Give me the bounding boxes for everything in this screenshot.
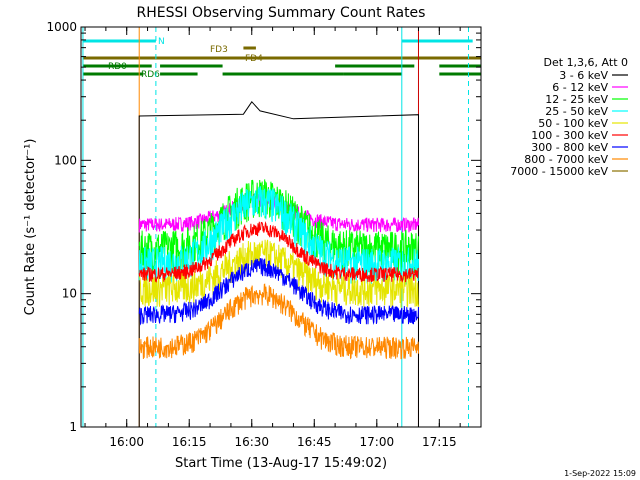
legend-entry: 12 - 25 keV: [545, 93, 608, 106]
annotation-label: RD0: [108, 62, 127, 72]
series-line: [138, 283, 419, 360]
chart-title: RHESSI Observing Summary Count Rates: [137, 5, 426, 21]
y-tick-label: 1000: [46, 20, 77, 34]
x-axis-label: Start Time (13-Aug-17 15:49:02): [175, 456, 387, 471]
x-tick-label: 16:15: [172, 435, 207, 449]
y-tick-label: 10: [62, 287, 77, 301]
y-tick-label: 100: [54, 153, 77, 167]
legend-entry: 300 - 800 keV: [531, 141, 608, 154]
series-curves: [138, 100, 420, 427]
legend-entry: 7000 - 15000 keV: [510, 165, 608, 178]
series-line: [138, 100, 420, 427]
annotation-label: FD4: [245, 54, 263, 64]
legend-title: Det 1,3,6, Att 0: [544, 56, 628, 69]
annotation-label: FD3: [210, 45, 228, 55]
series-line: [138, 186, 419, 285]
annotation-bars: N FD3 FD4 RD0 RD6: [82, 37, 481, 80]
x-tick-label: 17:00: [360, 435, 395, 449]
plot-frame: [80, 26, 482, 428]
series-line: [138, 220, 419, 284]
x-tick-label: 17:15: [422, 435, 457, 449]
legend-entry: 3 - 6 keV: [559, 69, 608, 82]
legend-entry: 25 - 50 keV: [545, 105, 608, 118]
legend-entry: 50 - 100 keV: [538, 117, 608, 130]
annotation-label: N: [158, 37, 165, 47]
x-tick-label: 16:00: [109, 435, 144, 449]
legend-entry: 6 - 12 keV: [552, 81, 608, 94]
x-tick-label: 16:45: [297, 435, 332, 449]
legend-entry: 800 - 7000 keV: [524, 153, 608, 166]
legend-entry: 100 - 300 keV: [531, 129, 608, 142]
series-line: [138, 257, 419, 326]
annotation-label: RD6: [141, 70, 160, 80]
series-line: [138, 239, 419, 309]
y-tick-label: 1: [69, 420, 77, 434]
y-axis-label: Count Rate (s⁻¹ detector⁻¹): [23, 139, 38, 316]
axes: 16:00 16:15 16:30 16:45 17:00 17:15 1 10 100 1000: [46, 20, 482, 449]
timestamp: 1-Sep-2022 15:09: [564, 469, 636, 478]
x-tick-label: 16:30: [234, 435, 269, 449]
